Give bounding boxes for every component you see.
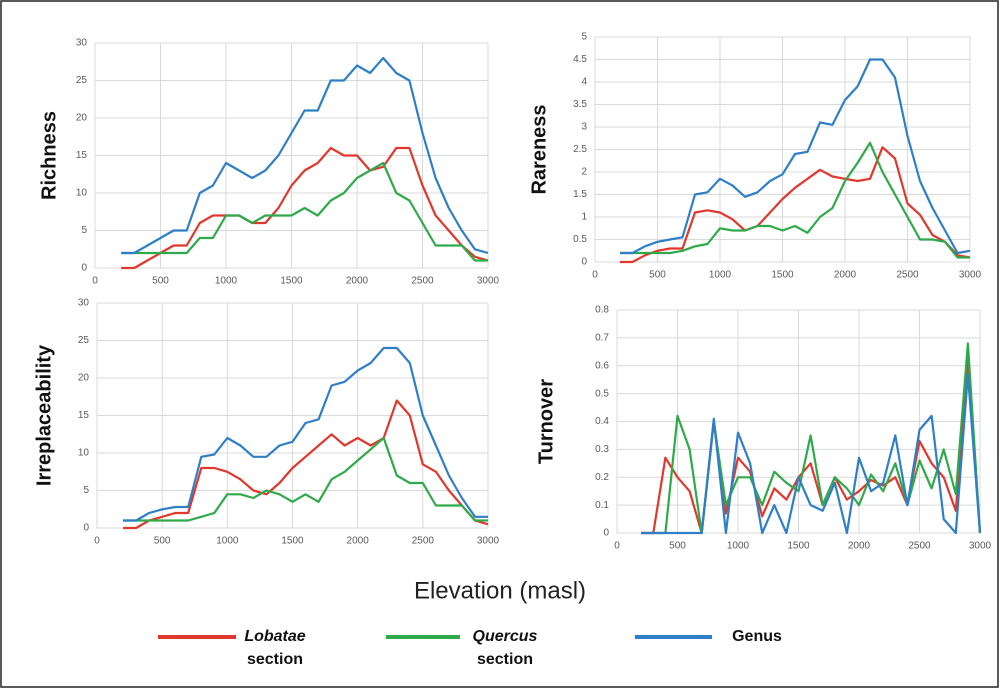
y-tick-label: 0 — [83, 523, 89, 534]
x-tick-label: 1500 — [281, 536, 304, 547]
x-tick-label: 2500 — [908, 541, 931, 552]
y-tick-label: 0.8 — [595, 305, 609, 316]
y-tick-label: 5 — [81, 225, 87, 236]
y-tick-label: 0.1 — [595, 500, 609, 511]
series-line — [123, 399, 489, 530]
x-tick-label: 2000 — [347, 536, 370, 547]
y-tick-label: 2 — [581, 167, 587, 178]
y-tick-label: 0.4 — [595, 416, 609, 427]
y-tick-label: 0.5 — [573, 234, 587, 245]
y-tick-label: 3 — [581, 122, 587, 133]
y-tick-label: 1.5 — [573, 189, 587, 200]
y-tick-label: 1 — [581, 212, 587, 223]
y-tick-label: 0 — [81, 263, 87, 274]
series-line — [121, 161, 488, 262]
series-line — [641, 356, 982, 535]
y-tick-label: 5 — [83, 485, 89, 496]
x-axis-label: Elevation (masl) — [414, 577, 586, 604]
y-tick-label: 0.6 — [595, 360, 609, 371]
series-line — [620, 146, 971, 264]
y-tick-label: 0.3 — [595, 444, 609, 455]
y-tick-label: 15 — [78, 410, 90, 421]
series-line — [123, 346, 488, 522]
y-axis-label: Irreplaceability — [33, 344, 55, 486]
y-tick-label: 0.5 — [595, 388, 609, 399]
legend-note: section — [477, 651, 533, 668]
y-tick-label: 10 — [76, 188, 88, 199]
y-axis-label: Richness — [38, 111, 60, 200]
x-tick-label: 3000 — [969, 541, 992, 552]
x-tick-label: 2500 — [411, 276, 434, 287]
series-line — [620, 141, 970, 259]
x-tick-label: 500 — [154, 536, 171, 547]
x-tick-label: 500 — [649, 270, 666, 281]
y-tick-label: 25 — [78, 335, 90, 346]
series-line — [121, 146, 489, 270]
x-tick-label: 3000 — [959, 270, 982, 281]
x-tick-label: 0 — [94, 536, 100, 547]
x-tick-label: 1000 — [215, 276, 238, 287]
legend-label: Quercus — [473, 628, 538, 645]
x-tick-label: 500 — [152, 276, 169, 287]
x-tick-label: 1000 — [216, 536, 239, 547]
y-tick-label: 4.5 — [573, 54, 587, 65]
y-tick-label: 20 — [76, 113, 88, 124]
legend-label: Lobatae — [244, 628, 305, 645]
x-tick-label: 0 — [592, 270, 598, 281]
x-tick-label: 3000 — [477, 276, 500, 287]
y-tick-label: 4 — [581, 77, 587, 88]
x-tick-label: 1500 — [280, 276, 303, 287]
legend-note: section — [247, 651, 303, 668]
x-tick-label: 0 — [92, 276, 98, 287]
series-line — [121, 56, 489, 255]
y-tick-label: 30 — [76, 38, 88, 49]
x-tick-label: 0 — [614, 541, 620, 552]
x-tick-label: 3000 — [477, 536, 500, 547]
series-line — [123, 436, 488, 522]
x-tick-label: 1000 — [709, 270, 732, 281]
x-tick-label: 1000 — [727, 541, 750, 552]
y-tick-label: 15 — [76, 150, 88, 161]
series-line — [641, 342, 982, 535]
x-tick-label: 2500 — [412, 536, 435, 547]
y-tick-label: 0.2 — [595, 472, 609, 483]
x-tick-label: 2500 — [896, 270, 919, 281]
x-tick-label: 1500 — [771, 270, 794, 281]
y-tick-label: 5 — [581, 32, 587, 43]
y-tick-label: 30 — [78, 298, 90, 309]
legend-label: Genus — [732, 628, 782, 645]
y-tick-label: 2.5 — [573, 144, 587, 155]
y-tick-label: 20 — [78, 373, 90, 384]
y-tick-label: 10 — [78, 448, 90, 459]
x-tick-label: 2000 — [848, 541, 871, 552]
series-line — [620, 58, 971, 255]
series-line — [641, 373, 982, 535]
y-tick-label: 0 — [581, 257, 587, 268]
x-tick-label: 2000 — [346, 276, 369, 287]
y-axis-label: Turnover — [535, 379, 557, 464]
y-tick-label: 3.5 — [573, 99, 587, 110]
x-tick-label: 500 — [669, 541, 686, 552]
x-tick-label: 1500 — [787, 541, 810, 552]
y-tick-label: 0.7 — [595, 333, 609, 344]
y-tick-label: 0 — [603, 528, 609, 539]
y-tick-label: 25 — [76, 75, 88, 86]
x-tick-label: 2000 — [834, 270, 857, 281]
y-axis-label: Rareness — [528, 104, 550, 194]
